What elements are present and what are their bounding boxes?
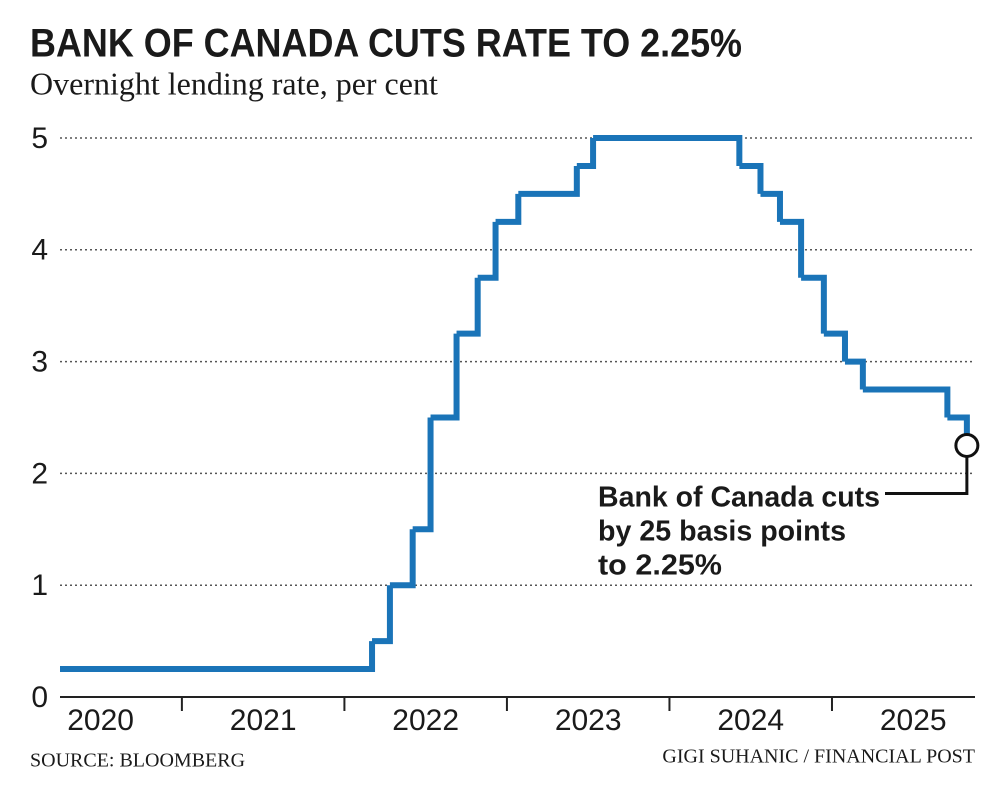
y-tick-label: 5 xyxy=(31,122,48,155)
rate-step xyxy=(495,193,522,225)
annotation: Bank of Canada cuts xyxy=(598,482,880,514)
x-tick-label: 2021 xyxy=(230,704,297,737)
rate-step xyxy=(862,386,951,418)
x-tick-label: 2020 xyxy=(67,704,134,737)
y-tick-label: 1 xyxy=(31,569,48,602)
annotation: to 2.25% xyxy=(598,550,722,582)
chart-subtitle: Overnight lending rate, per cent xyxy=(30,65,438,101)
rate-step xyxy=(844,358,866,390)
rate-step xyxy=(760,190,783,222)
x-tick-label: 2023 xyxy=(555,704,622,737)
x-tick-label: 2024 xyxy=(717,704,784,737)
rate-step xyxy=(456,277,481,337)
source: SOURCE: BLOOMBERG xyxy=(30,750,245,772)
x-tick-label: 2022 xyxy=(392,704,459,737)
annotation-leader xyxy=(885,456,969,495)
annotation: by 25 basis points xyxy=(598,516,846,548)
rate-step xyxy=(372,585,393,645)
x-tick-label: 2025 xyxy=(880,704,947,737)
rate-step xyxy=(593,135,743,166)
y-tick-label: 2 xyxy=(31,457,48,490)
highlight-point xyxy=(954,432,980,458)
rate-step xyxy=(477,221,499,281)
chart-title: BANK OF CANADA CUTS RATE TO 2.25% xyxy=(30,22,742,66)
rate-step xyxy=(389,529,416,589)
rate-step xyxy=(430,333,460,421)
rate-step xyxy=(801,274,827,334)
credit: GIGI SUHANIC / FINANCIAL POST xyxy=(662,746,975,768)
rate-step xyxy=(779,218,805,278)
rate-step xyxy=(739,162,764,194)
y-tick-label: 4 xyxy=(31,234,48,267)
rate-step xyxy=(823,330,848,362)
rate-step xyxy=(576,138,597,169)
rate-step xyxy=(518,165,580,197)
rate-step xyxy=(60,641,376,673)
rate-step xyxy=(412,417,434,533)
y-tick-label: 0 xyxy=(31,681,48,714)
y-tick-label: 3 xyxy=(31,346,48,379)
